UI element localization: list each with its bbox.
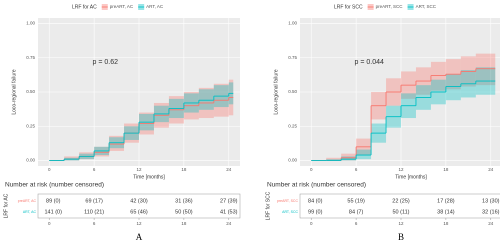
y-tick-label: 1.00 <box>288 21 297 26</box>
y-tick-label: 0.25 <box>288 123 297 128</box>
panel-label: A <box>136 232 143 242</box>
risk-x-tick-label: 18 <box>443 221 449 226</box>
ci-band <box>79 152 95 160</box>
ci-band <box>94 146 110 157</box>
ci-band <box>445 74 461 101</box>
ci-band <box>430 61 446 91</box>
ci-band <box>341 156 357 161</box>
y-axis-label: Loco-regional failure <box>273 69 279 115</box>
x-axis-label: Time [months] <box>133 174 165 180</box>
ci-band <box>490 53 496 86</box>
x-tick-label: 18 <box>181 167 187 172</box>
x-tick-label: 6 <box>355 167 358 172</box>
y-tick-label: 0.50 <box>288 89 297 94</box>
legend-label: preART, AC <box>110 4 134 9</box>
risk-cell: 38 (14) <box>437 209 455 215</box>
risk-table-title: Number at risk (number censored) <box>267 182 366 189</box>
risk-row-label: ART, SCC <box>282 210 298 214</box>
legend-title: LRF for SCC <box>334 4 363 10</box>
risk-cell: 13 (30) <box>482 198 500 204</box>
risk-cell: 84 (7) <box>349 209 364 215</box>
risk-cell: 89 (0) <box>46 198 61 204</box>
risk-row-label: preART, AC <box>18 199 37 203</box>
ci-band <box>198 89 214 110</box>
ci-band <box>341 153 357 161</box>
risk-row-label: ART, AC <box>23 210 37 214</box>
risk-cell: 99 (0) <box>308 209 323 215</box>
risk-cell: 22 (25) <box>392 198 410 204</box>
risk-x-tick-label: 12 <box>136 221 142 226</box>
risk-cell: 31 (36) <box>175 198 193 204</box>
x-tick-label: 24 <box>488 167 494 172</box>
ci-band <box>356 149 372 160</box>
annotation: p = 0.044 <box>355 59 384 66</box>
x-tick-label: 12 <box>136 167 142 172</box>
ci-band <box>326 157 342 161</box>
x-tick-label: 18 <box>443 167 449 172</box>
risk-x-tick-label: 0 <box>48 221 51 226</box>
ci-band <box>475 53 491 86</box>
risk-x-tick-label: 6 <box>93 221 96 226</box>
risk-x-tick-label: 18 <box>181 221 187 226</box>
x-tick-label: 12 <box>398 167 404 172</box>
risk-cell: 50 (11) <box>392 209 409 215</box>
risk-cell: 42 (30) <box>130 198 148 204</box>
risk-x-tick-label: 12 <box>398 221 404 226</box>
y-tick-label: 0.25 <box>26 123 35 128</box>
panel-label: B <box>398 232 404 242</box>
legend-label: preART, SCC <box>376 4 404 9</box>
risk-cell: 17 (28) <box>437 198 455 204</box>
annotation: p = 0.62 <box>93 59 119 66</box>
ci-band <box>109 135 125 151</box>
legend-title: LRF for AC <box>72 4 97 10</box>
risk-x-tick-label: 24 <box>488 221 494 226</box>
risk-cell: 41 (53) <box>220 209 238 215</box>
risk-cell: 69 (17) <box>85 198 103 204</box>
x-tick-label: 0 <box>48 167 51 172</box>
y-tick-label: 0.00 <box>26 158 35 163</box>
risk-cell: 27 (39) <box>220 198 238 204</box>
risk-cell: 84 (0) <box>308 198 323 204</box>
x-tick-label: 0 <box>310 167 313 172</box>
y-axis-label: Loco-regional failure <box>11 69 17 115</box>
y-tick-label: 0.75 <box>26 55 35 60</box>
risk-table-y-label: LRF for AC <box>3 193 9 218</box>
risk-row-label: preART, SCC <box>277 199 298 203</box>
x-tick-label: 24 <box>226 167 232 172</box>
risk-table-title: Number at risk (number censored) <box>5 182 104 189</box>
ci-band <box>64 156 80 161</box>
risk-cell: 32 (16) <box>482 209 500 215</box>
x-axis-label: Time [months] <box>395 174 427 180</box>
risk-x-tick-label: 0 <box>310 221 313 226</box>
y-tick-label: 1.00 <box>26 21 35 26</box>
risk-cell: 65 (46) <box>130 209 148 215</box>
risk-x-tick-label: 24 <box>226 221 232 226</box>
ci-band <box>326 159 342 161</box>
legend-label: ART, AC <box>146 4 164 9</box>
y-tick-label: 0.00 <box>288 158 297 163</box>
legend-label: ART, SCC <box>416 4 437 9</box>
y-tick-label: 0.50 <box>26 89 35 94</box>
risk-cell: 141 (0) <box>45 209 63 215</box>
risk-cell: 50 (50) <box>175 209 193 215</box>
x-tick-label: 6 <box>93 167 96 172</box>
risk-x-tick-label: 6 <box>355 221 358 226</box>
risk-cell: 110 (21) <box>84 209 104 215</box>
y-tick-label: 0.75 <box>288 55 297 60</box>
risk-cell: 55 (19) <box>347 198 365 204</box>
risk-table-y-label: LRF for SCC <box>265 191 271 220</box>
